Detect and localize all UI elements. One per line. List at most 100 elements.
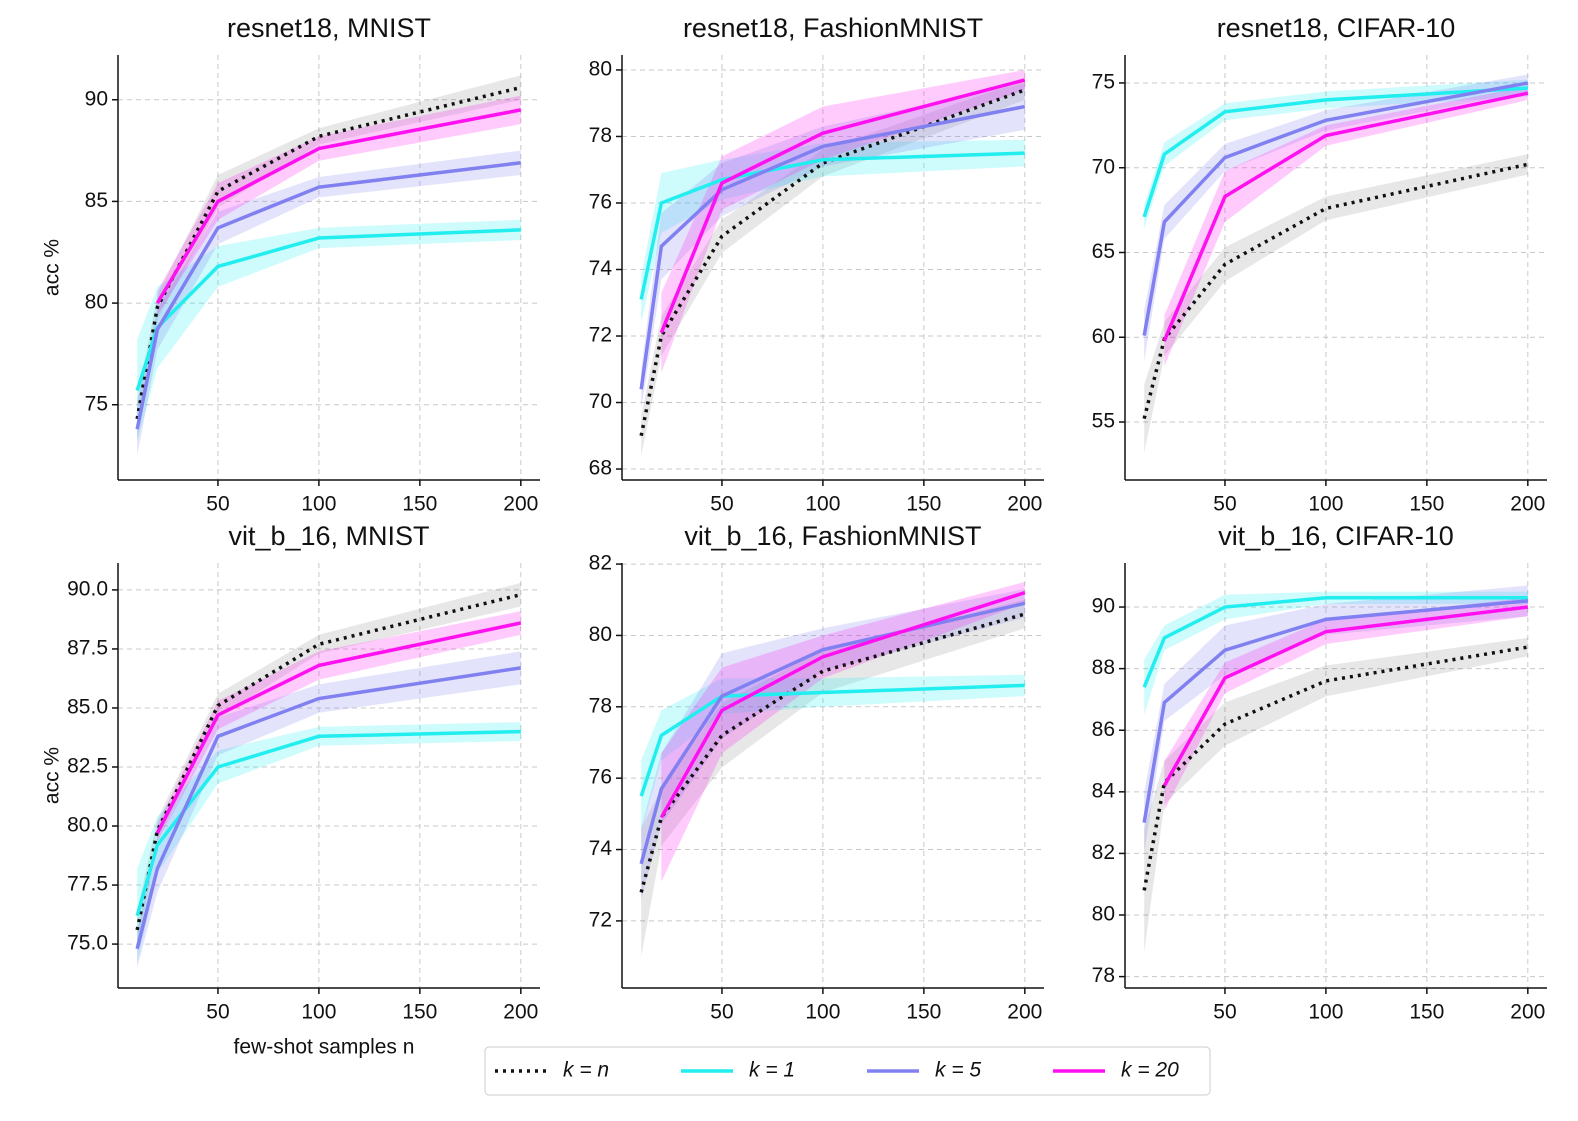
y-tick-label: 75 bbox=[85, 392, 108, 415]
series-line bbox=[1142, 645, 1529, 891]
y-tick-label: 80 bbox=[589, 623, 612, 646]
confidence-band bbox=[641, 674, 1025, 832]
confidence-band bbox=[137, 219, 521, 442]
y-axis-label: acc % bbox=[41, 239, 64, 296]
y-tick-label: 60 bbox=[1092, 325, 1115, 348]
x-tick-label: 150 bbox=[402, 1001, 437, 1024]
y-tick-label: 76 bbox=[589, 191, 612, 214]
legend-label: k = n bbox=[563, 1059, 609, 1082]
subplot: vit_b_16, CIFAR-10 50 100 150 200 78 80 82 84 86 8… bbox=[1092, 521, 1547, 1024]
y-tick-label: 82 bbox=[589, 552, 612, 575]
y-axis-label: acc % bbox=[41, 747, 64, 804]
x-tick-label: 50 bbox=[710, 493, 733, 516]
confidence-band bbox=[137, 150, 521, 456]
confidence-band bbox=[1144, 585, 1528, 854]
series-line bbox=[135, 161, 522, 430]
x-tick-label: 150 bbox=[1409, 493, 1444, 516]
y-tick-label: 80 bbox=[589, 58, 612, 81]
legend-label: k = 1 bbox=[749, 1059, 795, 1082]
confidence-band bbox=[641, 79, 1025, 456]
series-line bbox=[1142, 599, 1528, 823]
series-line bbox=[1162, 91, 1529, 342]
subplot-title: resnet18, MNIST bbox=[227, 13, 431, 43]
series-line bbox=[659, 78, 1026, 334]
x-axis-label: few-shot samples n bbox=[234, 1036, 415, 1059]
subplot-title: vit_b_16, CIFAR-10 bbox=[1218, 521, 1454, 551]
y-tick-label: 80 bbox=[1092, 903, 1115, 926]
series-line bbox=[639, 88, 1026, 437]
y-tick-label: 85 bbox=[85, 189, 108, 212]
x-tick-label: 150 bbox=[1409, 1001, 1444, 1024]
series-line bbox=[135, 228, 521, 392]
y-tick-label: 75.0 bbox=[67, 932, 108, 955]
confidence-band bbox=[661, 69, 1025, 373]
confidence-band bbox=[1144, 154, 1528, 453]
confidence-band bbox=[641, 83, 1025, 410]
y-tick-label: 72 bbox=[589, 908, 612, 931]
series-line bbox=[659, 590, 1026, 819]
subplot: vit_b_16, MNIST 50 100 150 200 75.0 77.5 80.0 82… bbox=[41, 521, 540, 1059]
series-line bbox=[135, 729, 521, 917]
x-tick-label: 200 bbox=[1007, 493, 1042, 516]
y-tick-label: 55 bbox=[1092, 410, 1115, 433]
x-tick-label: 50 bbox=[206, 493, 229, 516]
y-tick-label: 88 bbox=[1092, 656, 1115, 679]
subplot: resnet18, FashionMNIST 50 100 150 200 68 70 72 7… bbox=[589, 13, 1044, 516]
x-tick-label: 200 bbox=[1007, 1001, 1042, 1024]
x-tick-label: 100 bbox=[1308, 1001, 1343, 1024]
y-tick-label: 76 bbox=[589, 766, 612, 789]
x-tick-label: 100 bbox=[1308, 493, 1343, 516]
y-tick-label: 82.5 bbox=[67, 755, 108, 778]
x-tick-label: 150 bbox=[906, 1001, 941, 1024]
x-tick-label: 100 bbox=[301, 1001, 336, 1024]
x-tick-label: 50 bbox=[1213, 493, 1236, 516]
y-tick-label: 90 bbox=[85, 87, 108, 110]
x-tick-label: 200 bbox=[503, 1001, 538, 1024]
x-tick-label: 50 bbox=[710, 1001, 733, 1024]
x-tick-label: 150 bbox=[906, 493, 941, 516]
series-line bbox=[135, 666, 522, 950]
x-tick-label: 200 bbox=[1510, 493, 1545, 516]
subplot-title: vit_b_16, MNIST bbox=[228, 521, 429, 551]
y-tick-label: 85.0 bbox=[67, 696, 108, 719]
confidence-band bbox=[1144, 74, 1528, 361]
series-line bbox=[1142, 596, 1528, 688]
y-tick-label: 80 bbox=[85, 291, 108, 314]
y-tick-label: 84 bbox=[1092, 779, 1116, 802]
series-line bbox=[639, 151, 1025, 300]
confidence-band bbox=[1164, 597, 1528, 811]
series-line bbox=[1162, 605, 1529, 787]
y-tick-label: 78 bbox=[589, 124, 612, 147]
y-tick-label: 78 bbox=[589, 694, 612, 717]
x-tick-label: 200 bbox=[503, 493, 538, 516]
y-tick-label: 68 bbox=[589, 457, 612, 480]
y-tick-label: 87.5 bbox=[67, 636, 108, 659]
confidence-band bbox=[1164, 86, 1528, 367]
legend-box bbox=[484, 1046, 1211, 1096]
confidence-band bbox=[641, 139, 1025, 323]
y-tick-label: 90 bbox=[1092, 595, 1115, 618]
y-tick-label: 75 bbox=[1092, 71, 1115, 94]
y-tick-label: 65 bbox=[1092, 240, 1115, 263]
y-tick-label: 82 bbox=[1092, 841, 1115, 864]
y-tick-label: 70 bbox=[589, 390, 612, 413]
series-line bbox=[639, 104, 1026, 390]
series-line bbox=[135, 592, 522, 931]
confidence-band bbox=[1144, 79, 1528, 229]
subplot-title: vit_b_16, FashionMNIST bbox=[684, 521, 981, 551]
y-tick-label: 78 bbox=[1092, 964, 1115, 987]
series-line bbox=[1142, 86, 1528, 218]
x-tick-label: 50 bbox=[206, 1001, 229, 1024]
legend-label: k = 5 bbox=[935, 1059, 981, 1082]
legend-label: k = 20 bbox=[1121, 1059, 1179, 1082]
x-tick-label: 100 bbox=[301, 493, 336, 516]
series-line bbox=[155, 621, 522, 834]
x-tick-label: 150 bbox=[402, 493, 437, 516]
subplot-title: resnet18, CIFAR-10 bbox=[1217, 13, 1456, 43]
series-line bbox=[639, 612, 1026, 893]
y-tick-label: 90.0 bbox=[67, 577, 108, 600]
subplot-title: resnet18, FashionMNIST bbox=[683, 13, 983, 43]
x-tick-label: 50 bbox=[1213, 1001, 1236, 1024]
series-line bbox=[1142, 81, 1529, 336]
